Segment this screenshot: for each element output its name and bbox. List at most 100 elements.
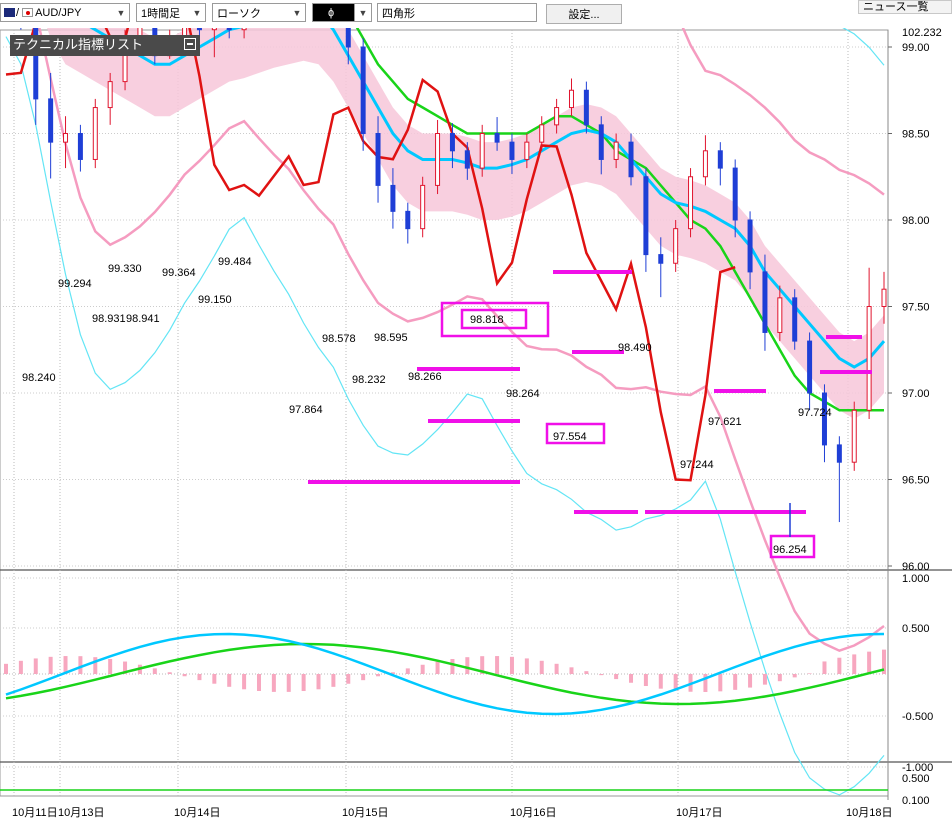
shape-tool-label: 四角形: [382, 7, 415, 20]
candle-body: [628, 141, 634, 178]
macd-histogram-bar: [852, 654, 857, 674]
candle-body: [613, 141, 619, 160]
macd-histogram-bar: [18, 660, 23, 674]
macd-histogram-bar: [182, 674, 187, 677]
minimize-icon[interactable]: [184, 38, 196, 50]
candle-body: [821, 392, 827, 446]
moving-averages: [56, 0, 886, 412]
settings-button[interactable]: 設定...: [546, 4, 622, 24]
candle-body: [48, 98, 54, 143]
timeframe-label: 1時間足: [141, 7, 181, 20]
toolbar: / AUD/JPY ▼ 1時間足 ▼ ローソク ▼ ɸ ▼ 四角形 設定... …: [0, 0, 952, 28]
macd-histogram-bar: [599, 674, 604, 676]
macd-histogram-bar: [584, 671, 589, 674]
rci-axis-label: 0.100: [902, 795, 930, 807]
macd-histogram-bar: [465, 657, 470, 674]
candle-body: [702, 150, 708, 178]
shape-tool-field[interactable]: 四角形: [377, 3, 537, 22]
macd-histogram-bar: [450, 659, 455, 674]
macd-histogram-bar: [614, 674, 619, 680]
macd-histogram-bar: [48, 656, 53, 674]
candle-body: [598, 124, 604, 160]
price-label: 97.621: [708, 416, 742, 428]
candle-body: [63, 133, 69, 143]
macd-histogram-bar: [807, 673, 812, 674]
macd-histogram-bar: [33, 658, 38, 674]
macd-histogram-bar: [331, 674, 336, 687]
price-label: 97.244: [680, 459, 714, 471]
price-label: 99.484: [218, 256, 252, 268]
macd-histogram-bar: [78, 656, 83, 674]
macd-histogram-bar: [152, 668, 157, 674]
macd-axis-label: -0.500: [902, 711, 933, 723]
price-label: 98.264: [506, 388, 540, 400]
candle-body: [494, 133, 500, 143]
candle-body: [390, 184, 396, 212]
price-label: 98.595: [374, 332, 408, 344]
date-label: 10月13日: [58, 807, 104, 819]
timeframe-select[interactable]: 1時間足 ▼: [136, 3, 206, 22]
markup-rectangle: [545, 422, 606, 445]
price-label: 99.294: [58, 278, 92, 290]
macd-histogram-bar: [167, 672, 172, 674]
price-label: 98.232: [352, 374, 386, 386]
candle-body: [717, 150, 723, 169]
macd-histogram-bar: [837, 657, 842, 674]
rci-axis-label: 0.500: [902, 773, 930, 785]
price-label: 99.150: [198, 294, 232, 306]
macd-histogram-bar: [301, 674, 306, 692]
chart-type-label: ローソク: [217, 7, 261, 20]
macd-histogram-bar: [390, 672, 395, 674]
price-label: 98.931: [92, 313, 126, 325]
candle-body: [524, 141, 530, 160]
symbol-select[interactable]: / AUD/JPY ▼: [0, 3, 130, 22]
macd-axis-label: 0.500: [902, 623, 930, 635]
macd-histogram-bar: [792, 674, 797, 678]
news-list-button[interactable]: ニュース一覧: [858, 0, 952, 14]
macd-histogram-bar: [867, 651, 872, 674]
macd-histogram-bar: [777, 674, 782, 682]
indicator-panel-title: テクニカル指標リスト: [13, 37, 144, 52]
chart-type-select[interactable]: ローソク ▼: [212, 3, 306, 22]
chevron-down-icon: ▼: [292, 7, 302, 18]
ichimoku-cloud: [37, 0, 884, 419]
price-label: 99.330: [108, 263, 142, 275]
markup-rectangle: [440, 301, 550, 338]
macd-histogram-bar: [658, 674, 663, 689]
candle-body: [747, 219, 753, 273]
macd-histogram-bar: [539, 660, 544, 674]
macd-histogram-bar: [256, 674, 261, 692]
chevron-down-icon: ▼: [354, 4, 371, 21]
candle-body: [658, 254, 664, 264]
macd-histogram-bar: [108, 658, 113, 674]
macd-histogram-bar: [509, 656, 514, 674]
bollinger-lower-2sigma: [31, 0, 885, 653]
price-axis-label: 97.00: [902, 388, 930, 400]
technical-indicator-list-panel[interactable]: テクニカル指標リスト: [10, 35, 200, 56]
macd-histogram-bar: [242, 674, 247, 690]
markup-rectangle: [460, 308, 528, 330]
date-label: 10月17日: [676, 807, 722, 819]
moving-average-long-line: [101, 0, 884, 412]
candle-body: [836, 444, 842, 463]
candle-body: [449, 133, 455, 152]
candle-body: [435, 133, 441, 186]
lagging-span-line: [5, 0, 736, 482]
price-label: 98.266: [408, 371, 442, 383]
date-label: 10月16日: [510, 807, 556, 819]
price-label: 98.818: [470, 314, 504, 326]
candle-body: [807, 340, 813, 394]
date-label: 10月15日: [342, 807, 388, 819]
candle-body: [688, 176, 694, 230]
price-axis-label: 97.50: [902, 302, 930, 314]
candle-body: [777, 297, 783, 333]
price-annotations: 99.294 99.330 99.364 99.484 98.931 98.941 99.1…: [22, 256, 832, 556]
price-axis-label: 98.50: [902, 129, 930, 141]
date-label: 10月18日: [846, 807, 892, 819]
drawn-markups[interactable]: [308, 270, 872, 559]
price-label: 98.941: [126, 313, 160, 325]
candle-body: [554, 107, 560, 126]
macd-panel: [0, 632, 888, 716]
draw-tool-select[interactable]: ɸ ▼: [312, 3, 372, 22]
